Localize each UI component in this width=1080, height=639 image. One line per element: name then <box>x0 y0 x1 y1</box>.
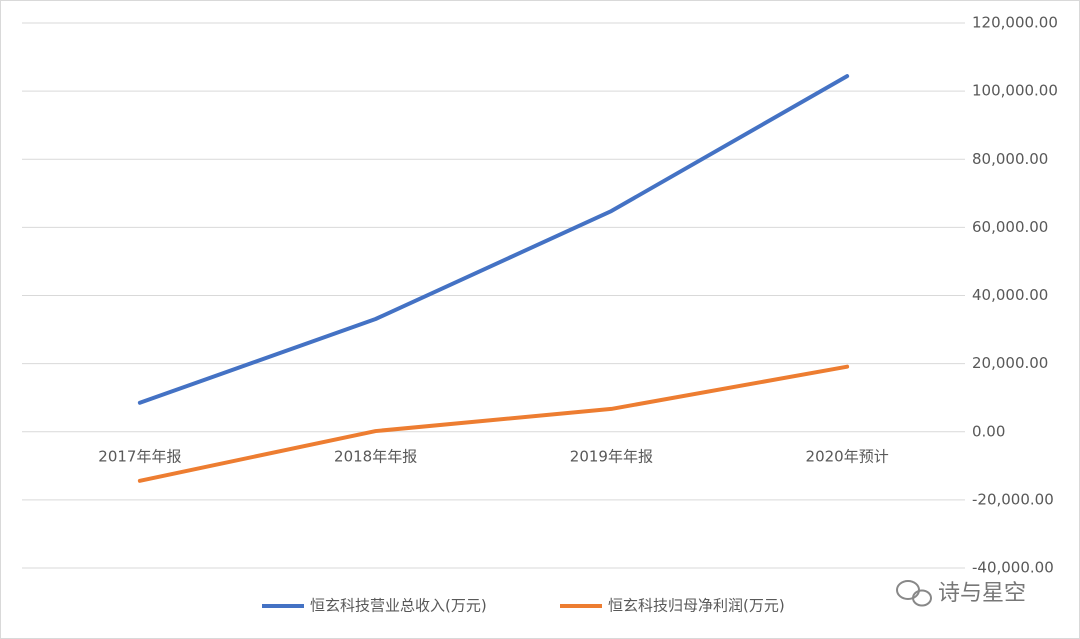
y-tick-label: 80,000.00 <box>972 150 1048 168</box>
y-tick-label: 120,000.00 <box>972 14 1058 32</box>
y-tick-label: 0.00 <box>972 422 1005 440</box>
x-tick-label: 2018年年报 <box>334 447 417 465</box>
y-tick-label: -40,000.00 <box>972 559 1054 577</box>
y-tick-label: 20,000.00 <box>972 354 1048 372</box>
y-tick-label: -20,000.00 <box>972 490 1054 508</box>
watermark: 诗与星空 <box>938 581 1026 606</box>
y-tick-label: 40,000.00 <box>972 286 1048 304</box>
x-tick-label: 2017年年报 <box>98 447 181 465</box>
legend-label: 恒玄科技归母净利润(万元) <box>608 597 785 615</box>
y-tick-label: 100,000.00 <box>972 82 1058 100</box>
x-tick-label: 2019年年报 <box>570 447 653 465</box>
watermark-icon <box>896 580 932 607</box>
series-line <box>137 364 850 483</box>
legend-label: 恒玄科技营业总收入(万元) <box>310 597 487 615</box>
series-line <box>137 74 850 405</box>
y-tick-label: 60,000.00 <box>972 218 1048 236</box>
x-tick-label: 2020年预计 <box>806 447 889 465</box>
